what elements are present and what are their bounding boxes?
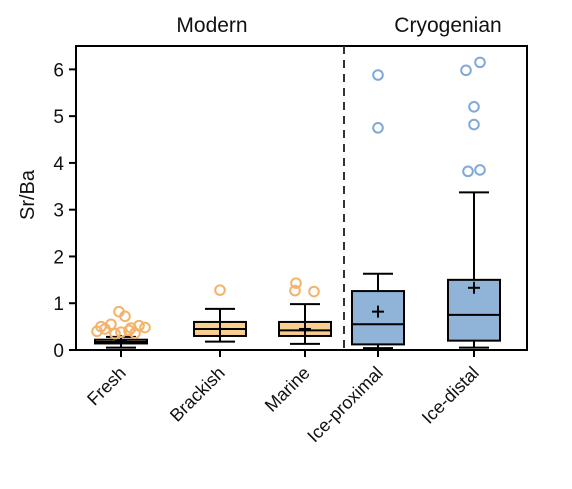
- y-tick-label: 3: [53, 201, 64, 222]
- outlier-point-marine: [289, 284, 301, 297]
- outlier-point-ice-distal: [474, 56, 486, 69]
- x-tick-label-ice-distal: Ice-distal: [418, 363, 483, 428]
- x-tick-label-marine: Marine: [261, 363, 314, 416]
- y-tick-label: 0: [53, 341, 64, 362]
- x-tick-label-brackish: Brackish: [166, 363, 229, 426]
- outlier-point-fresh: [123, 324, 135, 337]
- outlier-point-ice-distal: [468, 101, 480, 113]
- y-tick-label: 4: [53, 154, 64, 175]
- outlier-point-fresh: [119, 310, 131, 323]
- outlier-point-brackish: [214, 284, 226, 296]
- outlier-point-ice-proximal: [372, 122, 384, 134]
- outlier-point-ice-distal: [468, 118, 480, 131]
- outlier-point-fresh: [91, 325, 103, 338]
- outlier-point-ice-proximal: [372, 69, 384, 81]
- outlier-point-fresh: [109, 327, 121, 340]
- plot-frame: [75, 45, 528, 351]
- outlier-point-fresh: [139, 321, 151, 334]
- outlier-point-fresh: [99, 323, 111, 335]
- y-tick-label: 5: [53, 107, 64, 128]
- box-ice-proximal: [351, 290, 405, 346]
- y-tick-label: 6: [53, 60, 64, 81]
- y-axis-label: Sr/Ba: [17, 169, 39, 220]
- outlier-point-ice-distal: [460, 64, 472, 77]
- group-label-modern: Modern: [176, 14, 247, 37]
- group-label-cryogenian: Cryogenian: [394, 14, 501, 37]
- outlier-point-fresh: [115, 326, 127, 339]
- outlier-point-fresh: [129, 327, 141, 339]
- outlier-point-marine: [290, 277, 302, 289]
- x-tick-label-fresh: Fresh: [83, 363, 130, 410]
- outlier-point-ice-distal: [462, 165, 474, 178]
- y-tick-label: 1: [53, 294, 64, 315]
- outlier-point-ice-distal: [474, 164, 486, 176]
- x-tick-label-ice-proximal: Ice-proximal: [303, 363, 386, 446]
- outlier-point-marine: [308, 285, 320, 298]
- y-tick-label: 2: [53, 247, 64, 268]
